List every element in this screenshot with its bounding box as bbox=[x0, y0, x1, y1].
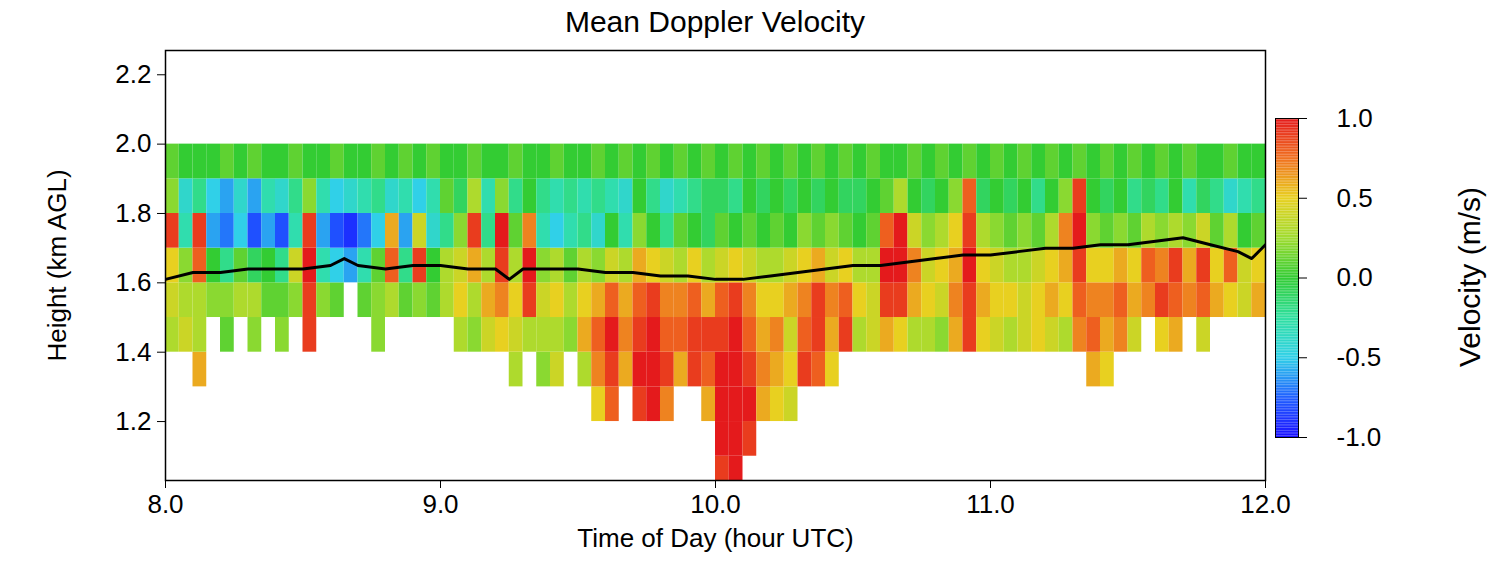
html-text:Velocity (m/s): Velocity (m/s) bbox=[1453, 187, 1486, 367]
html-text:Mean Doppler Velocity: Mean Doppler Velocity bbox=[564, 5, 866, 38]
svg-text:Time of Day (hour UTC): Time of Day (hour UTC) bbox=[577, 523, 853, 553]
svg-text:1.0: 1.0 bbox=[1337, 103, 1373, 133]
svg-text:12.0: 12.0 bbox=[1240, 489, 1291, 519]
svg-text:-0.5: -0.5 bbox=[1337, 342, 1382, 372]
svg-text:1.4: 1.4 bbox=[115, 337, 151, 367]
svg-text:0.0: 0.0 bbox=[1337, 262, 1373, 292]
svg-text:2.2: 2.2 bbox=[115, 59, 151, 89]
svg-text:Height (km AGL): Height (km AGL) bbox=[42, 169, 72, 361]
svg-text:2.0: 2.0 bbox=[115, 128, 151, 158]
svg-text:1.8: 1.8 bbox=[115, 198, 151, 228]
svg-text:-1.0: -1.0 bbox=[1337, 422, 1382, 452]
svg-text:1.6: 1.6 bbox=[115, 267, 151, 297]
svg-text:10.0: 10.0 bbox=[690, 489, 741, 519]
svg-text:9.0: 9.0 bbox=[422, 489, 458, 519]
svg-text:0.5: 0.5 bbox=[1337, 183, 1373, 213]
svg-text:11.0: 11.0 bbox=[966, 489, 1015, 519]
svg-text:8.0: 8.0 bbox=[147, 489, 183, 519]
svg-text:1.2: 1.2 bbox=[115, 406, 151, 436]
